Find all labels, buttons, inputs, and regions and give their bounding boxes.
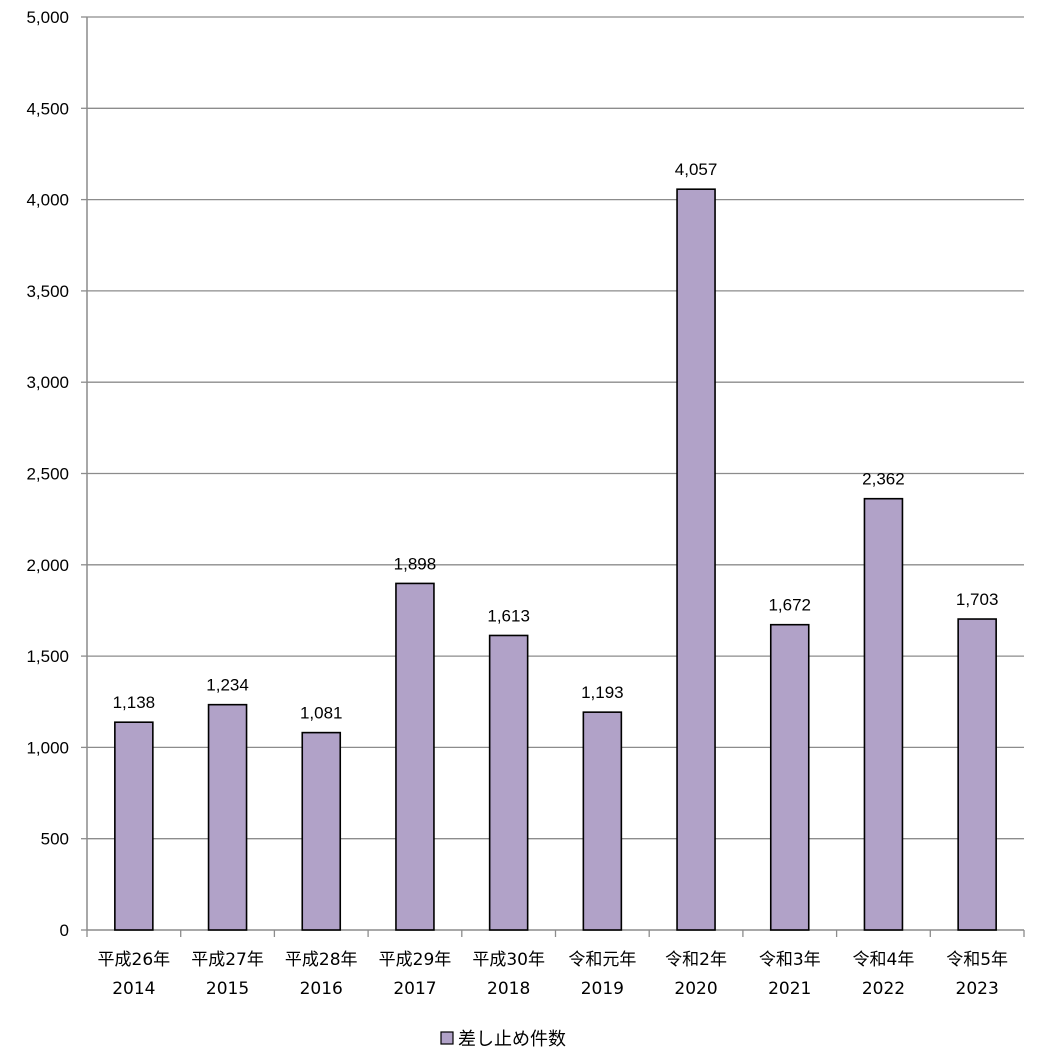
x-tick-label-era: 令和3年 xyxy=(759,950,821,970)
legend: 差し止め件数 xyxy=(440,1029,566,1050)
x-tick-label-year: 2018 xyxy=(487,979,530,999)
x-tick-label-year: 2017 xyxy=(393,979,436,999)
y-tick-label: 1,500 xyxy=(26,647,69,666)
x-tick-label-year: 2020 xyxy=(674,979,717,999)
axes: 0 500 1,000 1,500 2,000 2,500 3,000 3,500 4,000 4… xyxy=(26,8,1025,999)
y-tick-label: 4,500 xyxy=(26,99,69,118)
x-tick-label-year: 2015 xyxy=(206,979,249,999)
x-tick-label-era: 平成28年 xyxy=(285,950,358,970)
x-tick-label-era: 平成26年 xyxy=(98,950,171,970)
x-tick-label-year: 2016 xyxy=(300,979,343,999)
x-tick-label-era: 平成30年 xyxy=(472,950,545,970)
data-label: 1,672 xyxy=(768,596,811,615)
data-label: 1,898 xyxy=(394,554,437,573)
data-labels: 1,138 1,234 1,081 1,898 1,613 1,193 4,057 1,672… xyxy=(113,160,999,722)
bar-2018 xyxy=(488,634,529,931)
bar-2016 xyxy=(301,731,342,931)
data-label: 4,057 xyxy=(675,160,718,179)
x-tick-label-year: 2022 xyxy=(862,979,905,999)
y-tick-label: 5,000 xyxy=(26,8,69,27)
data-label: 2,362 xyxy=(862,470,905,489)
bar-2014 xyxy=(114,721,154,931)
y-tick-label: 500 xyxy=(41,830,69,849)
x-tick-label-year: 2014 xyxy=(112,979,155,999)
bar-2019 xyxy=(582,711,623,931)
x-tick-label-year: 2023 xyxy=(956,979,999,999)
bar-2022 xyxy=(863,497,904,931)
data-label: 1,234 xyxy=(206,676,249,695)
x-tick-label-year: 2021 xyxy=(768,979,811,999)
bar-2020 xyxy=(676,188,716,931)
x-tick-label-year: 2019 xyxy=(581,979,624,999)
y-tick-label: 2,000 xyxy=(26,556,69,575)
legend-swatch xyxy=(440,1031,454,1045)
bar-2023 xyxy=(957,618,997,931)
data-label: 1,138 xyxy=(113,693,156,712)
x-tick-label-era: 令和元年 xyxy=(568,950,636,970)
y-tick-label: 4,000 xyxy=(26,191,69,210)
x-tick-label-era: 平成29年 xyxy=(379,950,452,970)
y-tick-label: 1,000 xyxy=(26,738,69,757)
x-tick-label-era: 平成27年 xyxy=(191,950,264,970)
y-tick-label: 2,500 xyxy=(26,465,69,484)
y-tick-label: 3,500 xyxy=(26,282,69,301)
bar-2015 xyxy=(207,703,248,931)
legend-label: 差し止め件数 xyxy=(458,1029,566,1050)
data-label: 1,613 xyxy=(487,606,530,625)
x-tick-label-era: 令和2年 xyxy=(665,950,727,970)
x-tick-label-era: 令和4年 xyxy=(853,950,915,970)
data-label: 1,703 xyxy=(956,590,999,609)
y-tick-label: 0 xyxy=(60,921,69,940)
data-label: 1,081 xyxy=(300,704,343,723)
bars xyxy=(114,188,997,931)
bar-2021 xyxy=(769,623,810,931)
x-tick-label-era: 令和5年 xyxy=(946,950,1008,970)
bar-2017 xyxy=(395,582,435,931)
y-tick-label: 3,000 xyxy=(26,373,69,392)
data-label: 1,193 xyxy=(581,683,624,702)
